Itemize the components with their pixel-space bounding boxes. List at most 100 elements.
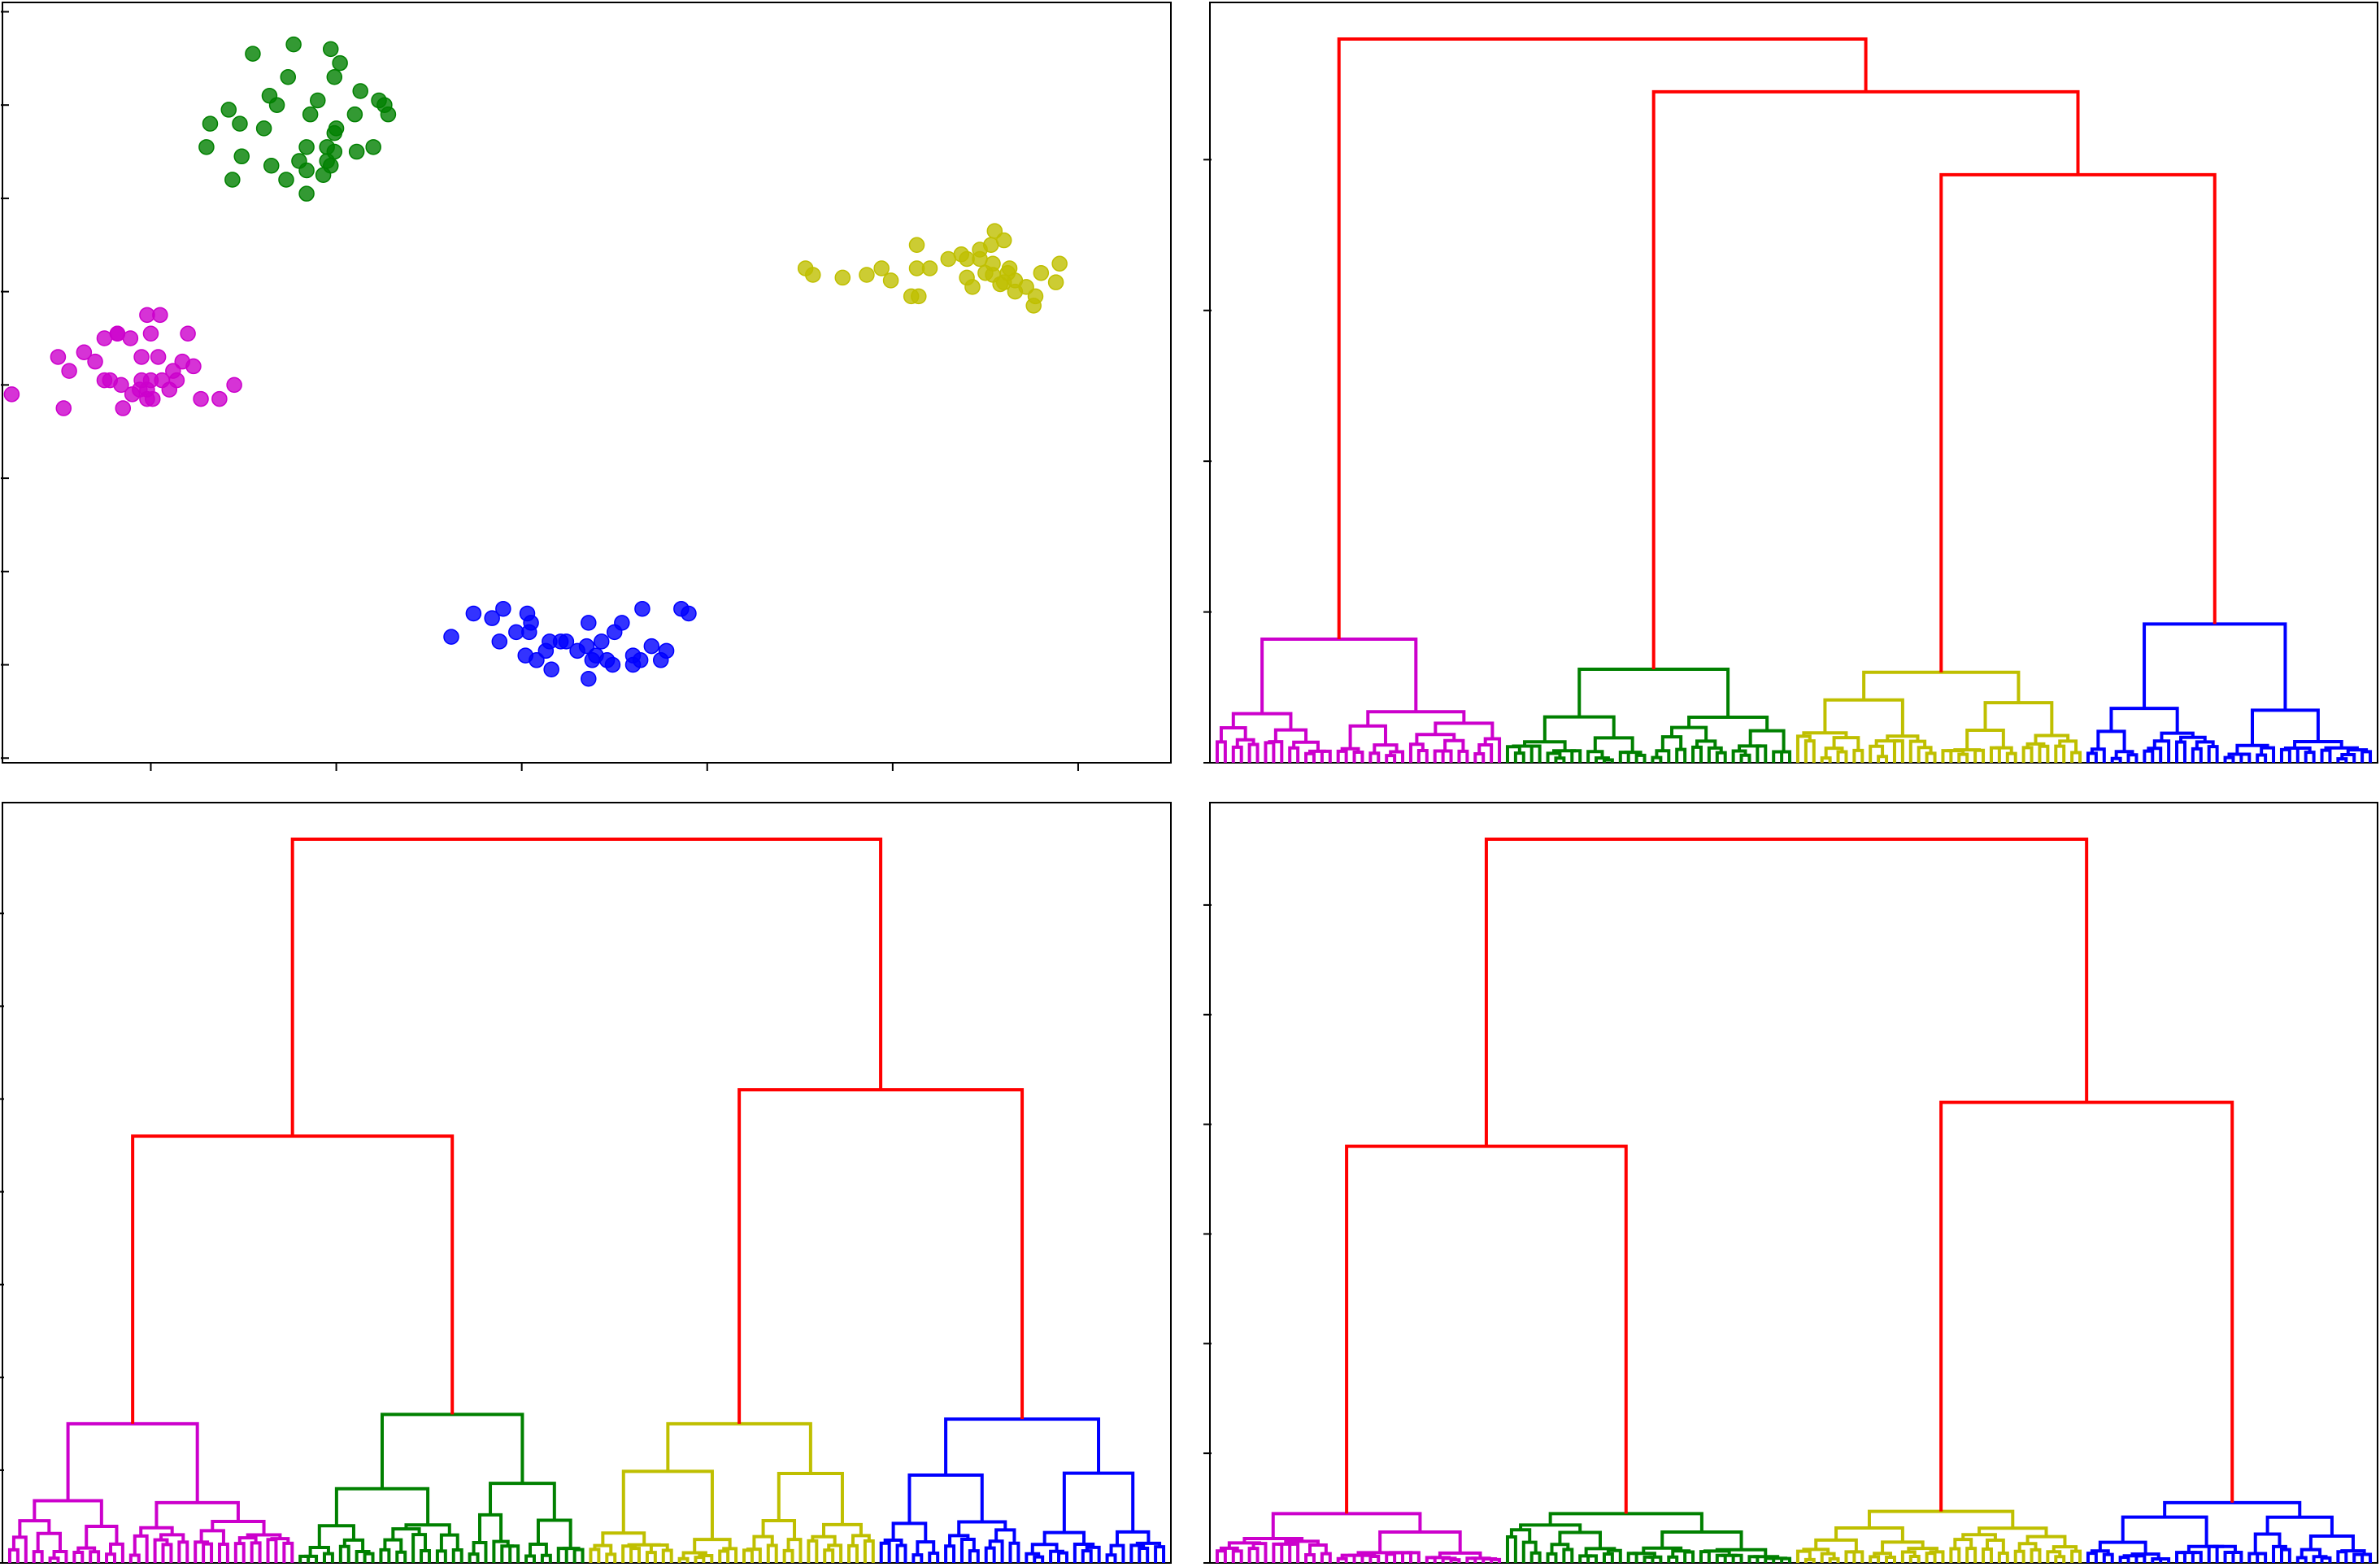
scatter-frame xyxy=(2,2,1172,764)
dendrogram-link-5 xyxy=(1033,1555,1045,1563)
dendrogram-merge-right xyxy=(1939,1100,2234,1512)
scatter-point-magenta xyxy=(211,390,228,407)
dendrogram-link-4 xyxy=(2046,1550,2062,1563)
dendrogram-link-4 xyxy=(1699,1550,1711,1563)
dendrogram-link-0 xyxy=(944,1417,1101,1476)
dendrogram-link-3 xyxy=(1512,744,1536,748)
dendrogram-link-4 xyxy=(1288,1542,1300,1563)
dendrogram-link-3 xyxy=(811,1534,837,1546)
dendrogram-link-5 xyxy=(1513,751,1525,763)
scatter-point-magenta xyxy=(226,377,242,394)
scatter-point-yellow xyxy=(964,279,981,295)
dendrogram-link-4 xyxy=(1215,1549,1227,1563)
dendrogram-link-1 xyxy=(907,1473,984,1524)
dendrogram-link-4 xyxy=(2126,753,2139,763)
dendrogram-link-2 xyxy=(1356,1551,1402,1556)
dendrogram-link-4 xyxy=(2122,1554,2141,1558)
scatter-point-blue xyxy=(443,629,459,645)
dendrogram-link-5 xyxy=(2143,749,2155,763)
scatter-point-green xyxy=(346,106,363,123)
dendrogram-link-5 xyxy=(694,1556,706,1563)
dendrogram-link-4 xyxy=(435,1549,447,1563)
dendrogram-link-5 xyxy=(1473,752,1486,763)
dendrogram-link-1 xyxy=(33,1499,103,1526)
dendrogram-link-3 xyxy=(2227,752,2246,758)
dendrogram-frame xyxy=(1209,802,2378,1564)
dendrogram-link-4 xyxy=(988,1539,1004,1563)
dendrogram-link-4 xyxy=(468,1552,480,1563)
scatter-point-green xyxy=(224,172,241,188)
dendrogram-link-4 xyxy=(383,1538,403,1552)
dendrogram-link-0 xyxy=(1548,1512,1703,1533)
dendrogram-link-0 xyxy=(380,1412,524,1489)
dendrogram-link-3 xyxy=(562,1547,581,1551)
dendrogram-link-5 xyxy=(1320,749,1332,763)
scatter-point-yellow xyxy=(921,260,938,276)
dendrogram-link-4 xyxy=(2070,751,2082,763)
dendrogram-link-3 xyxy=(1908,739,1927,763)
dendrogram-link-5 xyxy=(1925,751,1937,763)
dendrogram-link-4 xyxy=(1578,1554,1593,1563)
scatter-point-green xyxy=(332,54,348,72)
dendrogram-link-4 xyxy=(2312,1555,2328,1563)
dendrogram-link-5 xyxy=(1368,1555,1381,1563)
dendrogram-link-4 xyxy=(1973,748,1986,763)
scatter-point-magenta xyxy=(142,325,159,342)
dendrogram-link-5 xyxy=(508,1544,520,1563)
dendrogram-link-2 xyxy=(1509,1528,1532,1543)
dendrogram-link-4 xyxy=(1247,1547,1260,1563)
dendrogram-link-2 xyxy=(317,1524,355,1548)
dendrogram-link-4 xyxy=(2021,746,2034,763)
scatter-point-yellow xyxy=(859,267,875,283)
dendrogram-link-4 xyxy=(1982,1547,1993,1563)
dendrogram-link-4 xyxy=(1900,1550,1917,1563)
scatter-point-yellow xyxy=(834,269,851,286)
scatter-panel xyxy=(1,2,1172,771)
dendrogram-frame xyxy=(2,802,1172,1564)
dendrogram-link-4 xyxy=(556,1547,568,1563)
dendrogram-link-4 xyxy=(1885,1556,1896,1563)
dendrogram-link-4 xyxy=(355,1550,371,1563)
dendrogram-link-3 xyxy=(593,1543,613,1555)
dendrogram-link-5 xyxy=(1780,1556,1792,1563)
scatter-point-magenta xyxy=(113,377,129,394)
scatter-point-green xyxy=(198,139,215,155)
scatter-point-blue xyxy=(588,647,604,664)
dendrogram-link-5 xyxy=(1941,749,1953,763)
dendrogram-link-3 xyxy=(1995,746,2013,754)
dendrogram-link-5 xyxy=(233,1542,246,1563)
scatter-point-blue xyxy=(491,633,508,650)
dendrogram-link-4 xyxy=(32,1550,44,1563)
dendrogram-link-4 xyxy=(1570,749,1582,763)
dendrogram-link-4 xyxy=(1304,1553,1316,1563)
dendrogram-link-2 xyxy=(1227,1541,1262,1548)
dendrogram-link-4 xyxy=(1795,1549,1812,1563)
dendrogram-link-4 xyxy=(2191,1551,2203,1563)
scatter-point-yellow xyxy=(940,250,957,268)
dendrogram-link-3 xyxy=(1268,740,1284,763)
dendrogram-merge-middle xyxy=(1651,89,2080,670)
dendrogram-link-1 xyxy=(621,1469,714,1540)
dendrogram-link-5 xyxy=(645,1551,657,1563)
dendrogram-link-3 xyxy=(1483,737,1502,763)
dendrogram-link-3 xyxy=(883,1538,903,1546)
dendrogram-link-4 xyxy=(2336,1550,2348,1563)
dendrogram-link-4 xyxy=(1917,746,1933,763)
scatter-point-green xyxy=(298,185,315,202)
scatter-point-blue xyxy=(537,642,555,659)
scatter-point-yellow xyxy=(1047,274,1064,290)
scatter-point-yellow xyxy=(908,237,925,254)
scatter-point-blue xyxy=(543,661,559,678)
dendrogram-link-4 xyxy=(1352,750,1364,763)
scatter-point-yellow xyxy=(911,288,927,305)
dendrogram-link-4 xyxy=(2358,1552,2373,1563)
dendrogram-link-3 xyxy=(1874,739,1899,747)
dendrogram-link-4 xyxy=(1707,746,1723,763)
dendrogram-link-5 xyxy=(1877,755,1889,763)
dendrogram-link-4 xyxy=(2005,751,2017,763)
dendrogram-link-4 xyxy=(338,1544,350,1563)
scatter-point-green xyxy=(328,120,345,137)
dendrogram-link-4 xyxy=(1320,1552,1332,1563)
dendrogram-link-3 xyxy=(1030,1543,1059,1554)
dendrogram-link-4 xyxy=(1667,1555,1679,1563)
